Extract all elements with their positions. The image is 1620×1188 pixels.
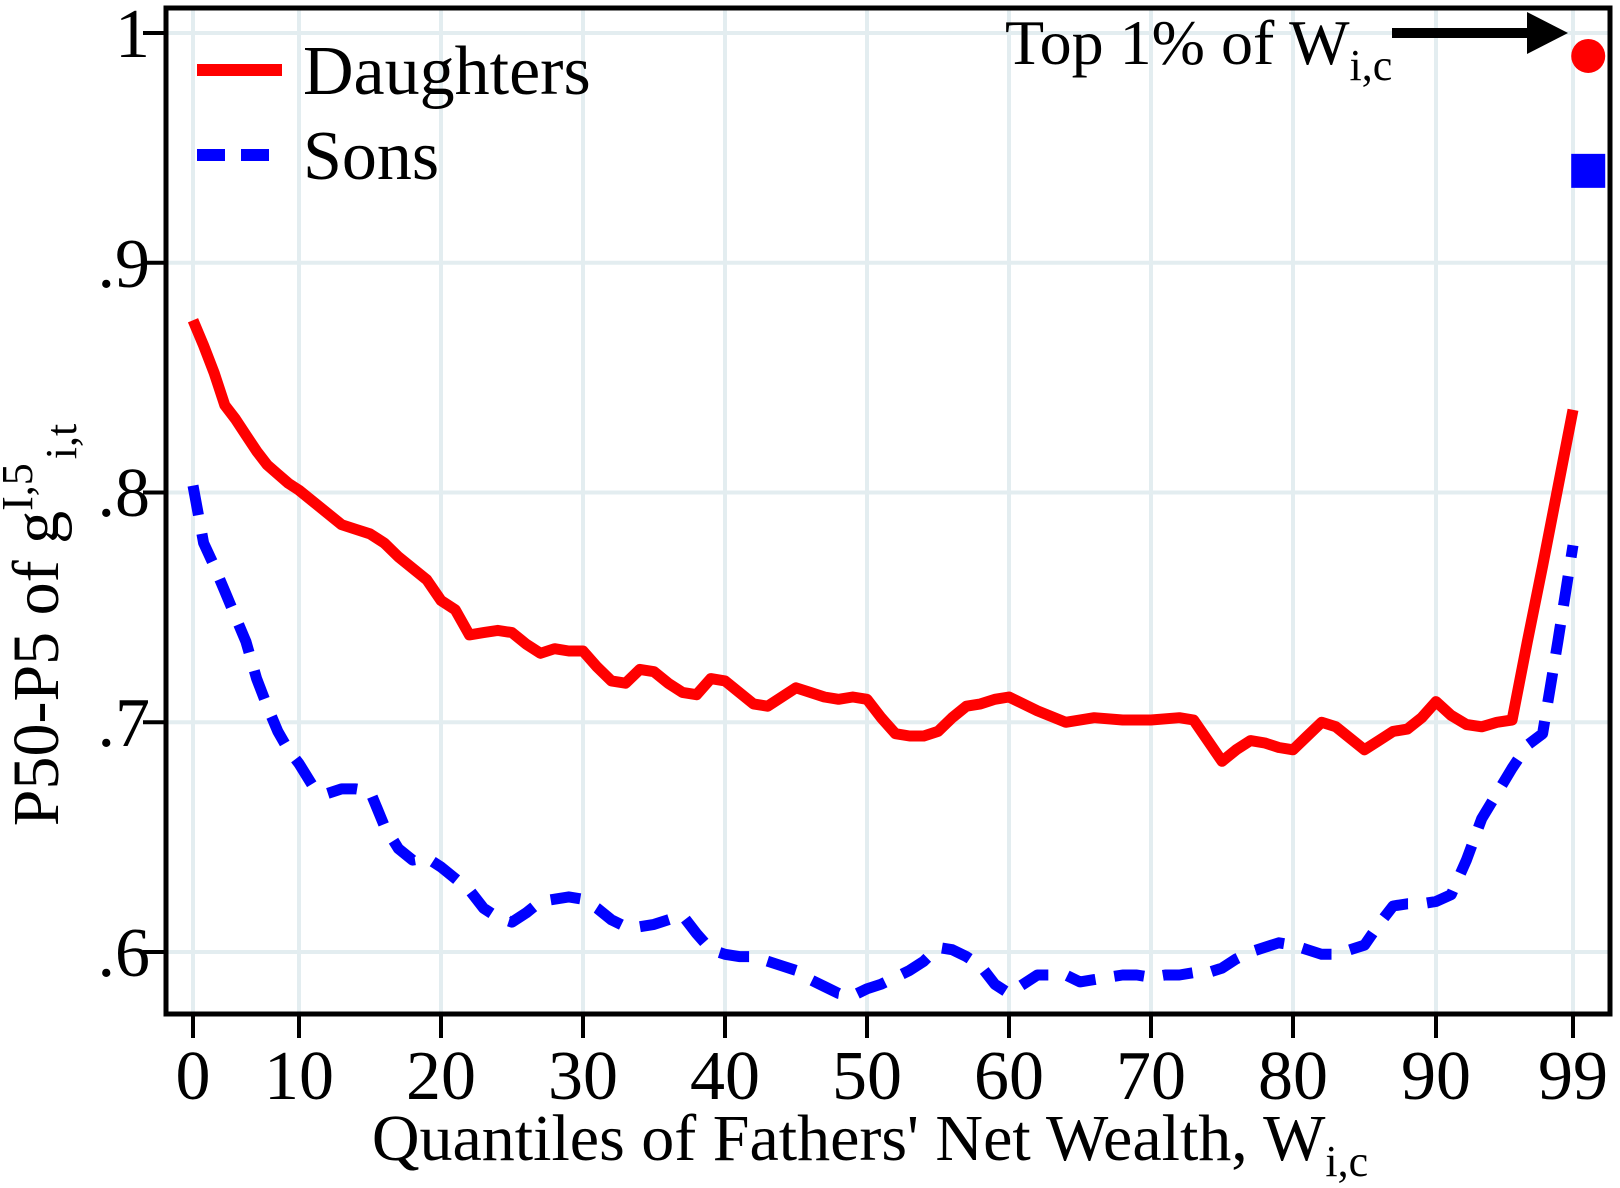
x-tick-label-10: 10 (264, 1038, 334, 1115)
x-tick-label-20: 20 (406, 1038, 476, 1115)
x-tick-label-50: 50 (832, 1038, 902, 1115)
annotation-arrow-head (1527, 12, 1568, 54)
y-tick-label-09: .9 (98, 226, 151, 303)
x-tick-label-90: 90 (1401, 1038, 1471, 1115)
y-tick-label-06: .6 (98, 915, 151, 992)
x-tick-label-80: 80 (1258, 1038, 1328, 1115)
sons-top1-marker (1571, 153, 1606, 188)
x-tick-labels: 0 10 20 30 40 50 60 70 80 90 99 (176, 1038, 1609, 1115)
legend-sons-label: Sons (303, 118, 439, 195)
y-tick-label-08: .8 (98, 455, 151, 532)
legend: Daughters Sons (197, 33, 591, 195)
x-tick-label-40: 40 (690, 1038, 760, 1115)
x-tick-label-99: 99 (1538, 1038, 1608, 1115)
sons-line (187, 484, 1579, 1002)
y-tick-label-07: .7 (98, 685, 151, 762)
x-tick-label-70: 70 (1116, 1038, 1186, 1115)
x-tick-label-30: 30 (548, 1038, 618, 1115)
y-tick-label-1: 1 (115, 0, 150, 73)
x-tick-label-0: 0 (176, 1038, 211, 1115)
daughters-line (187, 318, 1579, 767)
axis-ticks (143, 31, 1575, 1038)
plot-frame (163, 5, 1613, 1017)
top1-annotation-text: Top 1% of Wi,c (1005, 7, 1392, 90)
top1-annotation: Top 1% of Wi,c (1005, 7, 1568, 90)
daughters-top1-marker (1571, 38, 1606, 73)
y-tick-labels: 1 .9 .8 .7 .6 (98, 0, 151, 992)
x-tick-label-60: 60 (974, 1038, 1044, 1115)
legend-daughters-label: Daughters (303, 33, 591, 110)
x-axis-title: Quantiles of Fathers' Net Wealth, Wi,c (372, 1102, 1368, 1183)
plot-series (187, 38, 1606, 1002)
y-axis-title: P50-P5 of gI,5i,t (0, 424, 86, 826)
